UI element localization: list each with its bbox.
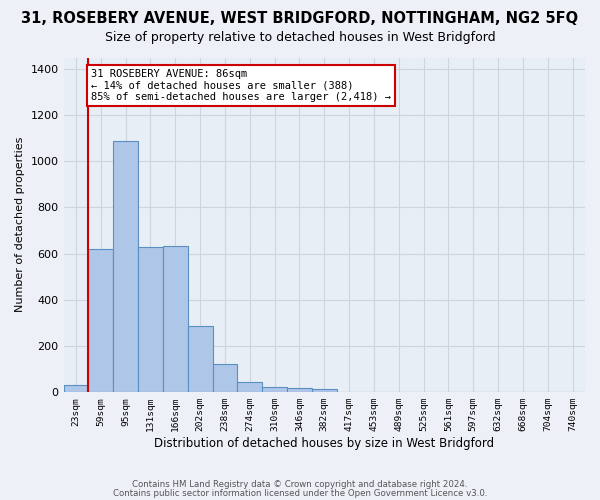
Bar [113,140,138,392]
Bar [212,364,238,392]
Text: 31, ROSEBERY AVENUE, WEST BRIDGFORD, NOTTINGHAM, NG2 5FQ: 31, ROSEBERY AVENUE, WEST BRIDGFORD, NOT… [22,11,578,26]
Bar [312,390,337,392]
Bar [138,246,163,392]
Bar [262,387,287,392]
X-axis label: Distribution of detached houses by size in West Bridgford: Distribution of detached houses by size … [154,437,494,450]
Bar [64,385,88,392]
Bar [163,246,188,392]
Bar [238,382,262,392]
Text: 31 ROSEBERY AVENUE: 86sqm
← 14% of detached houses are smaller (388)
85% of semi: 31 ROSEBERY AVENUE: 86sqm ← 14% of detac… [91,69,391,102]
Text: Contains HM Land Registry data © Crown copyright and database right 2024.: Contains HM Land Registry data © Crown c… [132,480,468,489]
Text: Contains public sector information licensed under the Open Government Licence v3: Contains public sector information licen… [113,488,487,498]
Bar [88,249,113,392]
Y-axis label: Number of detached properties: Number of detached properties [15,137,25,312]
Bar [287,388,312,392]
Text: Size of property relative to detached houses in West Bridgford: Size of property relative to detached ho… [104,31,496,44]
Bar [188,326,212,392]
